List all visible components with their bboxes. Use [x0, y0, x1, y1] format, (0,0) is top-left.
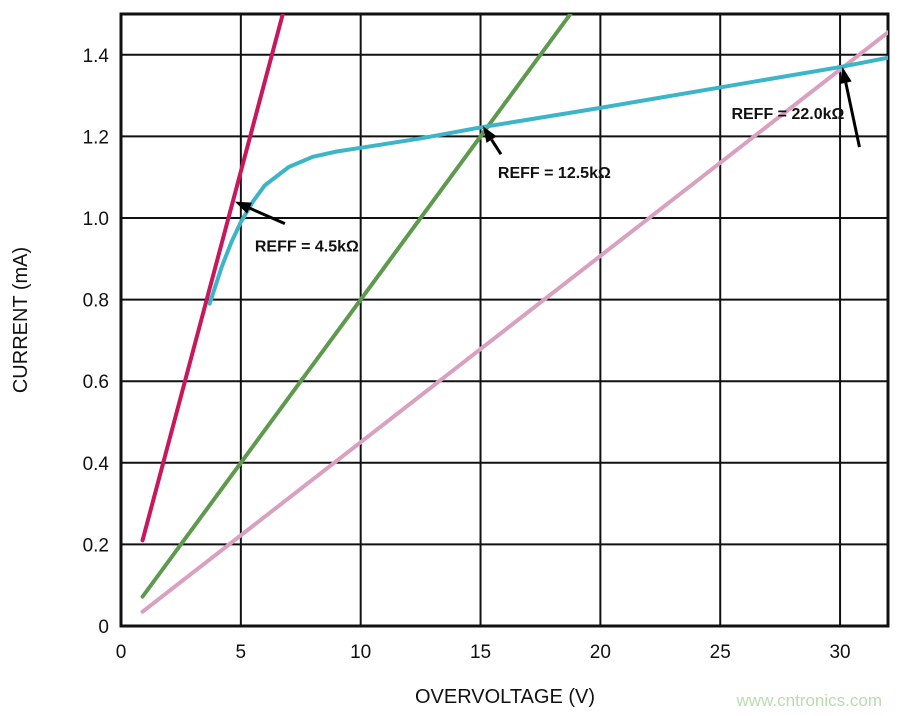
annotation-arrow-head-icon [234, 201, 252, 214]
annotation-arrow-head-icon [482, 126, 497, 143]
series-line-2 [140, 14, 573, 599]
y-tick-label: 1.0 [83, 209, 109, 230]
watermark: www.cntronics.com [736, 691, 882, 710]
series-group [140, 14, 888, 614]
annotation-arrow-shaft [844, 82, 861, 148]
series-line-4 [207, 55, 888, 306]
annotations: REFF = 4.5kΩ REFF = 12.5kΩ REFF = 22.0kΩ [234, 67, 861, 256]
x-tick-label: 20 [590, 642, 611, 663]
plot-frame [119, 12, 890, 628]
y-tick-label: 1.4 [83, 46, 110, 67]
series-line-1 [140, 14, 285, 543]
x-tick-label: 0 [116, 642, 127, 663]
annotation-arrow-shaft [490, 138, 503, 156]
series-line-3 [140, 30, 888, 614]
x-tick-label: 15 [470, 642, 491, 663]
x-tick-label: 5 [236, 642, 247, 663]
annotation-label: REFF = 4.5kΩ [255, 239, 359, 256]
y-axis-label: CURRENT (mA) [10, 247, 32, 393]
tick-labels: 0 5 10 15 20 25 30 0 0.2 0.4 0.6 0.8 1.0 1.2 1.4 [83, 46, 851, 663]
annotation-arrow-head-icon [839, 67, 852, 84]
x-tick-label: 10 [350, 642, 371, 663]
annotation-label: REFF = 22.0kΩ [731, 106, 844, 123]
x-tick-label: 30 [829, 642, 850, 663]
y-tick-label: 1.2 [83, 127, 109, 148]
x-tick-label: 25 [710, 642, 731, 663]
x-axis-label: OVERVOLTAGE (V) [415, 686, 595, 708]
y-tick-label: 0.4 [83, 454, 110, 475]
annotation-label: REFF = 12.5kΩ [498, 165, 611, 182]
y-tick-label: 0.2 [83, 535, 109, 556]
y-tick-label: 0.6 [83, 372, 109, 393]
y-tick-label: 0 [98, 617, 109, 638]
annotation-arrow-shaft [248, 206, 286, 226]
y-tick-label: 0.8 [83, 291, 109, 312]
